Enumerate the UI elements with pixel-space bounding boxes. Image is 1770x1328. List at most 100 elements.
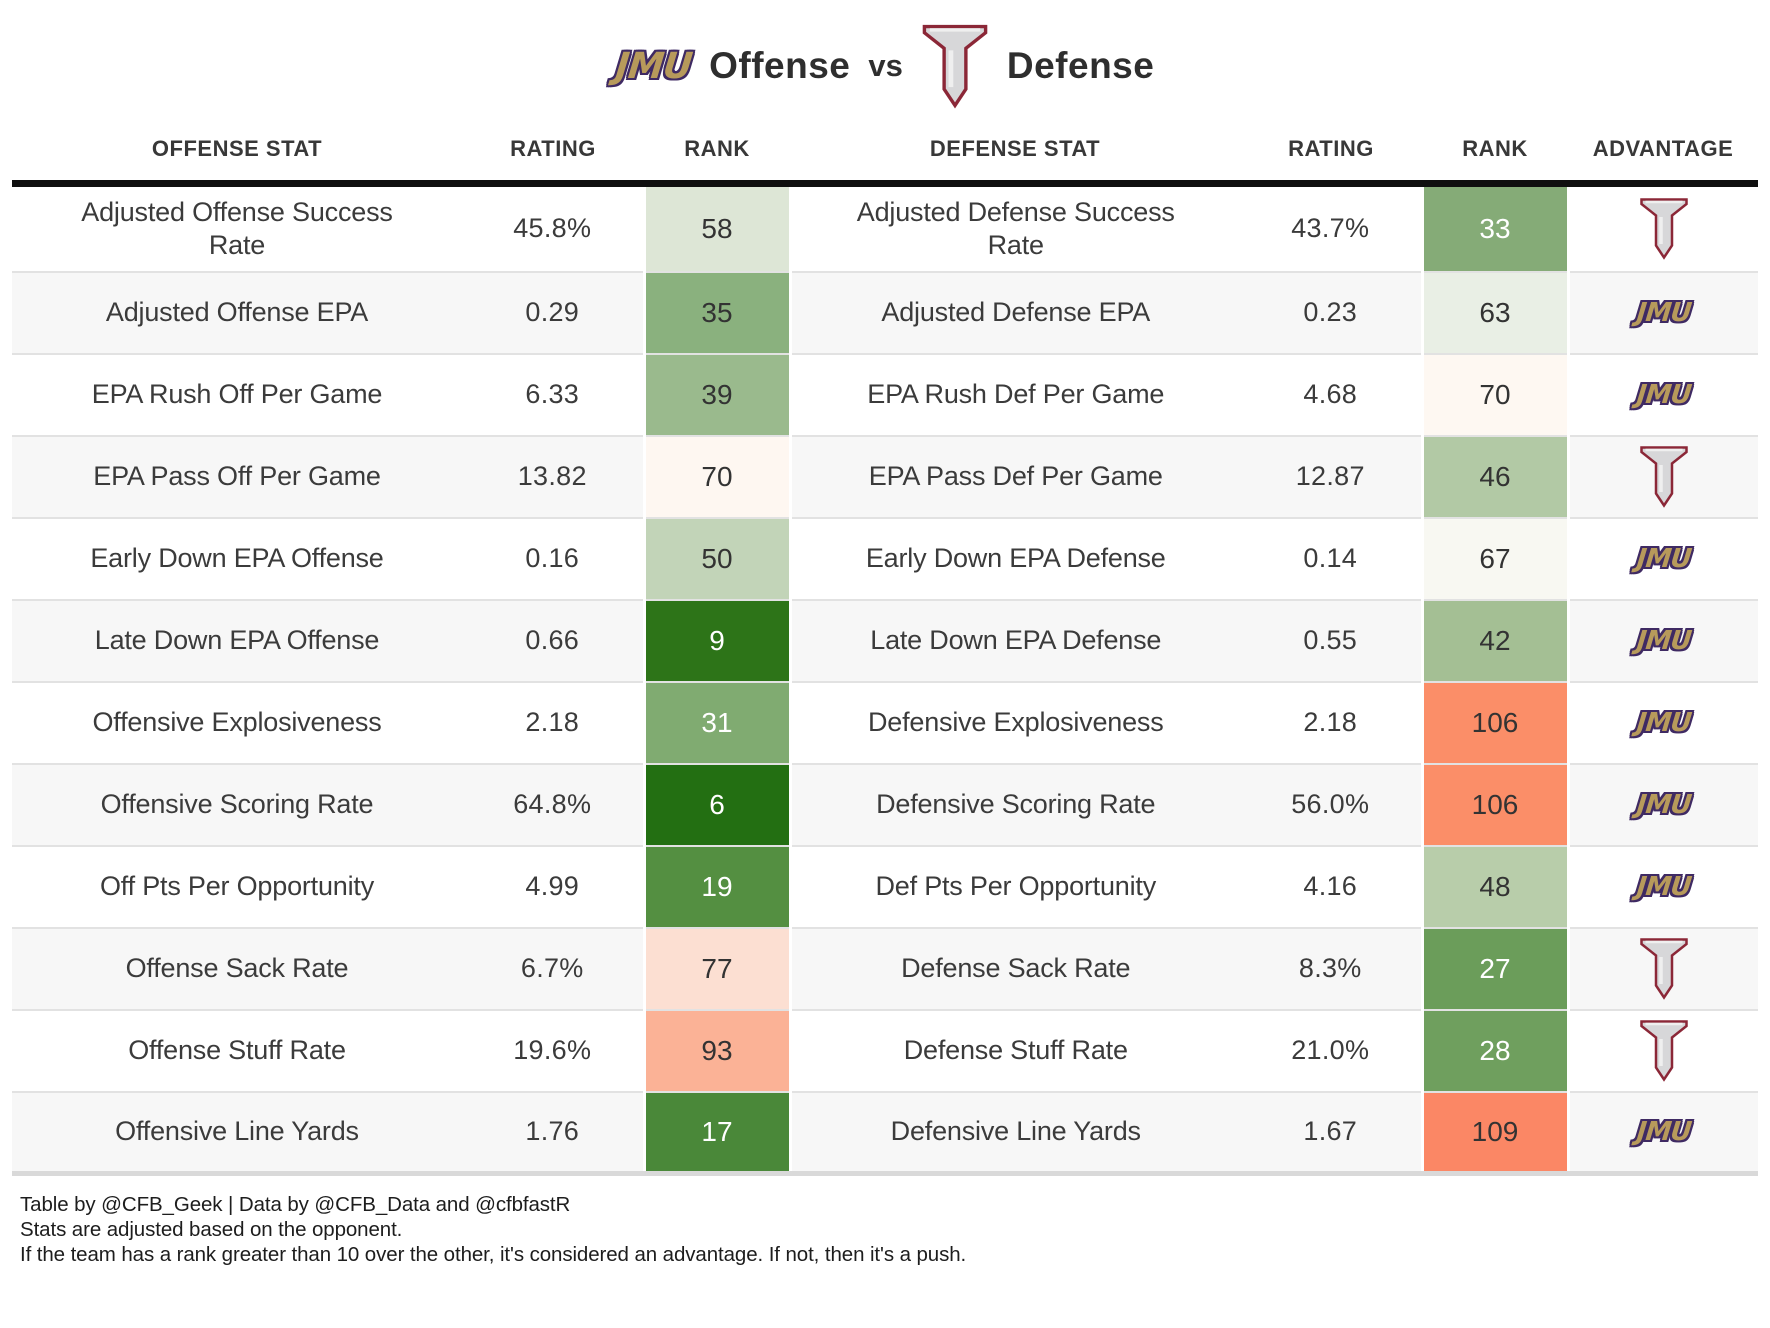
defense-rating-cell: 1.67: [1240, 1090, 1422, 1174]
advantage-cell: JMU: [1568, 516, 1758, 600]
defense-rank-cell: 48: [1420, 844, 1570, 928]
offense-stat-cell: EPA Rush Off Per Game: [12, 352, 462, 436]
advantage-cell: [1568, 1008, 1758, 1092]
jmu-logo: JMU: [1635, 790, 1693, 820]
title-vs-label: vs: [868, 48, 903, 83]
troy-logo-icon: [1571, 1019, 1758, 1082]
page: JMU Offense vs Defense OFFENSE STAT RATI…: [0, 16, 1770, 1267]
offense-stat-cell-text: Offensive Explosiveness: [92, 707, 382, 737]
defense-rating-cell: 8.3%: [1240, 926, 1422, 1010]
column-header-defense-stat: DEFENSE STAT: [790, 120, 1240, 187]
offense-rank-cell: 39: [642, 352, 792, 436]
offense-stat-cell: Offense Stuff Rate: [12, 1008, 462, 1092]
footer-notes: Table by @CFB_Geek | Data by @CFB_Data a…: [20, 1192, 1770, 1267]
offense-stat-cell: Adjusted Offense Success Rate: [12, 184, 462, 272]
table-row: Adjusted Offense EPA 0.29 35 Adjusted Defen…: [12, 270, 1758, 354]
title-bar: JMU Offense vs Defense: [0, 16, 1770, 116]
offense-rating-cell: 19.6%: [462, 1008, 644, 1092]
column-header-offense-stat: OFFENSE STAT: [12, 120, 462, 187]
table-row: Offense Stuff Rate 19.6% 93 Defense Stuff R…: [12, 1008, 1758, 1092]
offense-rating-cell: 0.29: [462, 270, 644, 354]
offense-rating-cell: 2.18: [462, 680, 644, 764]
defense-stat-cell: Early Down EPA Defense: [790, 516, 1240, 600]
offense-stat-cell-text: Early Down EPA Offense: [90, 543, 384, 573]
offense-rating-cell: 4.99: [462, 844, 644, 928]
defense-rank-cell: 106: [1420, 680, 1570, 764]
offense-stat-cell-text: Offense Stuff Rate: [128, 1035, 346, 1065]
defense-stat-cell: Defensive Explosiveness: [790, 680, 1240, 764]
defense-stat-cell-text: Def Pts Per Opportunity: [875, 871, 1157, 901]
defense-rating-cell: 56.0%: [1240, 762, 1422, 846]
defense-stat-cell: Defense Sack Rate: [790, 926, 1240, 1010]
defense-stat-cell: Adjusted Defense Success Rate: [790, 184, 1240, 272]
offense-rating-cell: 6.7%: [462, 926, 644, 1010]
offense-rating-cell: 45.8%: [513, 213, 592, 244]
offense-stat-cell: Offensive Scoring Rate: [12, 762, 462, 846]
defense-stat-cell: EPA Pass Def Per Game: [790, 434, 1240, 518]
advantage-cell: JMU: [1568, 270, 1758, 354]
offense-rank-cell: 9: [642, 598, 792, 682]
advantage-cell: [1568, 434, 1758, 518]
offense-stat-cell-text: Offense Sack Rate: [125, 953, 349, 983]
header-row: OFFENSE STAT RATING RANK DEFENSE STAT RA…: [12, 120, 1758, 187]
stats-table: OFFENSE STAT RATING RANK DEFENSE STAT RA…: [12, 120, 1758, 1176]
table-row: Late Down EPA Offense 0.66 9 Late Down EPA …: [12, 598, 1758, 682]
offense-stat-cell: Offense Sack Rate: [12, 926, 462, 1010]
defense-rank-cell: 33: [1420, 183, 1570, 272]
offense-rank-cell: 31: [642, 680, 792, 764]
offense-stat-cell-text: Off Pts Per Opportunity: [99, 871, 375, 901]
defense-stat-cell-text: EPA Pass Def Per Game: [868, 461, 1163, 491]
advantage-cell: JMU: [1568, 352, 1758, 436]
defense-stat-cell-text: Early Down EPA Defense: [865, 543, 1166, 573]
title-offense-label: Offense: [709, 45, 851, 86]
offense-stat-cell: Adjusted Offense EPA: [12, 270, 462, 354]
offense-rating-cell: 64.8%: [462, 762, 644, 846]
defense-rating-cell: 43.7%: [1291, 213, 1370, 244]
defense-rating-cell: 0.55: [1240, 598, 1422, 682]
defense-rating-cell: 4.16: [1240, 844, 1422, 928]
offense-stat-cell-text: Adjusted Offense Success Rate: [81, 196, 393, 260]
offense-rank-cell: 70: [642, 434, 792, 518]
offense-rank-cell: 58: [642, 183, 792, 272]
defense-rank-cell: 42: [1420, 598, 1570, 682]
offense-rank-cell: 6: [642, 762, 792, 846]
offense-stat-cell: Early Down EPA Offense: [12, 516, 462, 600]
table-row: Offense Sack Rate 6.7% 77 Defense Sack Rate…: [12, 926, 1758, 1010]
jmu-logo: JMU: [613, 45, 694, 87]
defense-stat-cell-text: EPA Rush Def Per Game: [867, 379, 1165, 409]
column-header-offense-rating: RATING: [462, 120, 644, 187]
offense-rating-cell: 6.33: [462, 352, 644, 436]
defense-stat-cell-text: Late Down EPA Defense: [870, 625, 1162, 655]
defense-stat-cell-text: Defense Stuff Rate: [903, 1035, 1128, 1065]
defense-rating-cell: 2.18: [1240, 680, 1422, 764]
table-row: Adjusted Offense Success Rate 45.8% 58 Adju…: [12, 183, 1758, 272]
offense-stat-cell-text: Offensive Scoring Rate: [100, 789, 374, 819]
offense-rating-cell: 13.82: [462, 434, 644, 518]
title-defense-label: Defense: [1006, 45, 1155, 86]
troy-logo-icon: [1571, 445, 1758, 508]
offense-stat-cell: Late Down EPA Offense: [12, 598, 462, 682]
jmu-logo: JMU: [1635, 708, 1693, 738]
offense-rank-cell: 50: [642, 516, 792, 600]
offense-stat-cell-text: Adjusted Offense EPA: [105, 297, 369, 327]
troy-logo-icon: [921, 23, 989, 109]
table-row: Offensive Scoring Rate 64.8% 6 Defensive Sc…: [12, 762, 1758, 846]
offense-stat-cell: EPA Pass Off Per Game: [12, 434, 462, 518]
defense-stat-cell: Defensive Scoring Rate: [790, 762, 1240, 846]
defense-stat-cell: EPA Rush Def Per Game: [790, 352, 1240, 436]
defense-rating-cell: 12.87: [1240, 434, 1422, 518]
defense-stat-cell: Defense Stuff Rate: [790, 1008, 1240, 1092]
jmu-logo: JMU: [1635, 298, 1693, 328]
defense-rank-cell: 28: [1420, 1008, 1570, 1092]
advantage-cell: JMU: [1568, 1090, 1758, 1174]
defense-rating-cell: 0.14: [1240, 516, 1422, 600]
defense-rating-cell: 21.0%: [1240, 1008, 1422, 1092]
offense-rating-cell: 0.66: [462, 598, 644, 682]
defense-stat-cell: Defensive Line Yards: [790, 1090, 1240, 1174]
column-header-advantage: ADVANTAGE: [1568, 120, 1758, 187]
advantage-cell: JMU: [1568, 598, 1758, 682]
column-header-offense-rank: RANK: [644, 120, 790, 187]
offense-rating-cell: 1.76: [462, 1090, 644, 1174]
table-row: EPA Pass Off Per Game 13.82 70 EPA Pass Def…: [12, 434, 1758, 518]
offense-stat-cell-text: EPA Pass Off Per Game: [93, 461, 381, 491]
